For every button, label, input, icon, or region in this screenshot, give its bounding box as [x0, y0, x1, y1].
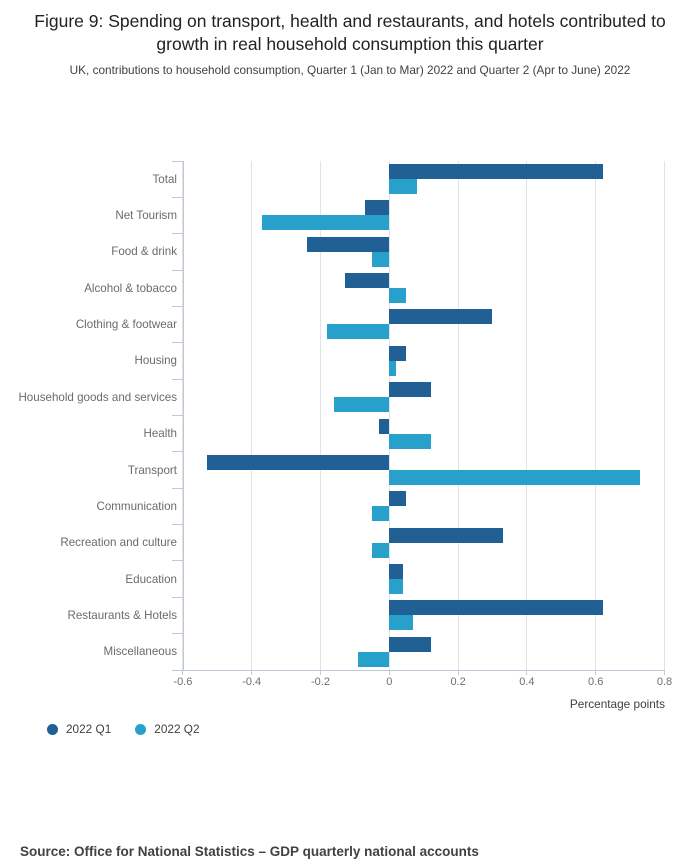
x-tick-label: 0.6 — [588, 676, 604, 688]
bar-miscellaneous-2022-q1[interactable] — [389, 636, 431, 652]
x-axis-title: Percentage points — [569, 697, 665, 711]
gridline — [251, 161, 253, 670]
bar-net-tourism-2022-q1[interactable] — [365, 200, 390, 216]
category-label: Education — [125, 572, 177, 586]
bar-education-2022-q2[interactable] — [389, 578, 404, 594]
bar-transport-2022-q2[interactable] — [389, 469, 641, 485]
y-axis-tick — [172, 596, 183, 598]
bar-household-goods-and-services-2022-q1[interactable] — [389, 382, 431, 398]
gridline — [388, 161, 390, 670]
bar-recreation-and-culture-2022-q2[interactable] — [372, 542, 390, 558]
x-tick-label: -0.2 — [311, 676, 330, 688]
category-label: Restaurants & Hotels — [67, 608, 177, 622]
bar-housing-2022-q1[interactable] — [389, 345, 407, 361]
bar-education-2022-q1[interactable] — [389, 563, 404, 579]
x-tick-label: 0.8 — [656, 676, 673, 688]
category-label: Housing — [134, 354, 177, 368]
bar-food-and-drink-2022-q1[interactable] — [306, 236, 390, 252]
y-axis-tick — [172, 524, 183, 526]
x-tick-label: 0.4 — [519, 676, 535, 688]
y-axis-tick — [172, 378, 183, 380]
category-label: Communication — [96, 499, 177, 513]
x-axis-tick — [526, 670, 528, 675]
x-axis-tick — [457, 670, 459, 675]
bar-alcohol-and-tobacco-2022-q2[interactable] — [389, 288, 407, 304]
bar-miscellaneous-2022-q2[interactable] — [358, 651, 390, 667]
category-label: Food & drink — [111, 245, 177, 259]
x-axis-tick — [595, 670, 597, 675]
x-axis-tick — [182, 670, 184, 675]
legend-label: 2022 Q1 — [66, 722, 112, 736]
gridline — [595, 161, 597, 670]
bar-restaurants-and-hotels-2022-q2[interactable] — [389, 615, 414, 631]
gridline — [457, 161, 459, 670]
bar-total-2022-q2[interactable] — [389, 179, 417, 194]
y-axis-tick — [172, 196, 183, 198]
bar-housing-2022-q2[interactable] — [389, 360, 397, 376]
x-tick-label: 0 — [386, 676, 393, 688]
bar-household-goods-and-services-2022-q2[interactable] — [334, 397, 390, 413]
category-label: Clothing & footwear — [75, 318, 177, 332]
y-axis-tick — [172, 233, 183, 235]
x-axis-tick — [251, 670, 253, 675]
y-axis-tick — [172, 487, 183, 489]
category-label: Recreation and culture — [60, 536, 177, 550]
bar-chart: Percentage points 2022 Q1 2022 Q2 Source:… — [0, 10, 700, 867]
category-label: Total — [152, 172, 178, 186]
y-axis-tick — [172, 305, 183, 307]
category-label: Miscellaneous — [103, 645, 177, 659]
bar-communication-2022-q2[interactable] — [372, 506, 390, 522]
bar-health-2022-q2[interactable] — [389, 433, 431, 449]
gridline — [320, 161, 321, 670]
category-label: Household goods and services — [18, 390, 177, 404]
bar-total-2022-q1[interactable] — [389, 164, 603, 179]
gridline — [526, 161, 528, 670]
bar-recreation-and-culture-2022-q1[interactable] — [389, 527, 503, 543]
y-axis-tick — [172, 451, 183, 453]
x-tick-label: -0.6 — [173, 676, 193, 688]
legend-label: 2022 Q2 — [154, 722, 200, 736]
bar-communication-2022-q1[interactable] — [389, 491, 407, 507]
bar-clothing-and-footwear-2022-q2[interactable] — [327, 324, 390, 340]
y-axis-tick — [172, 160, 183, 162]
category-label: Transport — [127, 463, 177, 477]
y-axis-tick — [172, 560, 183, 562]
bar-alcohol-and-tobacco-2022-q1[interactable] — [344, 273, 390, 289]
y-axis-tick — [172, 669, 183, 671]
figure-subtitle: UK, contributions to household consumpti… — [69, 62, 631, 77]
bar-net-tourism-2022-q2[interactable] — [262, 215, 390, 231]
y-axis-line — [182, 161, 184, 670]
x-axis-tick — [664, 670, 665, 675]
source-text: Source: Office for National Statistics –… — [20, 843, 479, 859]
legend: 2022 Q1 2022 Q2 — [47, 722, 200, 736]
bar-clothing-and-footwear-2022-q1[interactable] — [389, 309, 493, 325]
y-axis-tick — [172, 342, 183, 344]
bar-health-2022-q1[interactable] — [378, 418, 390, 434]
figure-title: Figure 9: Spending on transport, health … — [34, 11, 666, 54]
x-tick-label: -0.4 — [242, 676, 262, 688]
legend-item[interactable]: 2022 Q1 — [47, 722, 111, 736]
legend-swatch-icon — [135, 723, 147, 735]
bar-transport-2022-q1[interactable] — [206, 454, 390, 470]
x-tick-label: 0.2 — [450, 676, 466, 688]
x-axis-tick — [388, 670, 390, 675]
legend-item[interactable]: 2022 Q2 — [135, 722, 200, 736]
gridline — [664, 161, 665, 670]
y-axis-tick — [172, 415, 183, 416]
category-label: Alcohol & tobacco — [84, 281, 177, 295]
y-axis-tick — [172, 633, 183, 635]
legend-swatch-icon — [47, 723, 58, 735]
bar-food-and-drink-2022-q2[interactable] — [372, 251, 390, 267]
x-axis-tick — [320, 670, 321, 675]
category-label: Health — [143, 427, 177, 441]
category-label: Net Tourism — [115, 209, 177, 223]
bar-restaurants-and-hotels-2022-q1[interactable] — [389, 600, 603, 616]
y-axis-tick — [172, 269, 183, 271]
x-axis-line — [172, 669, 665, 671]
